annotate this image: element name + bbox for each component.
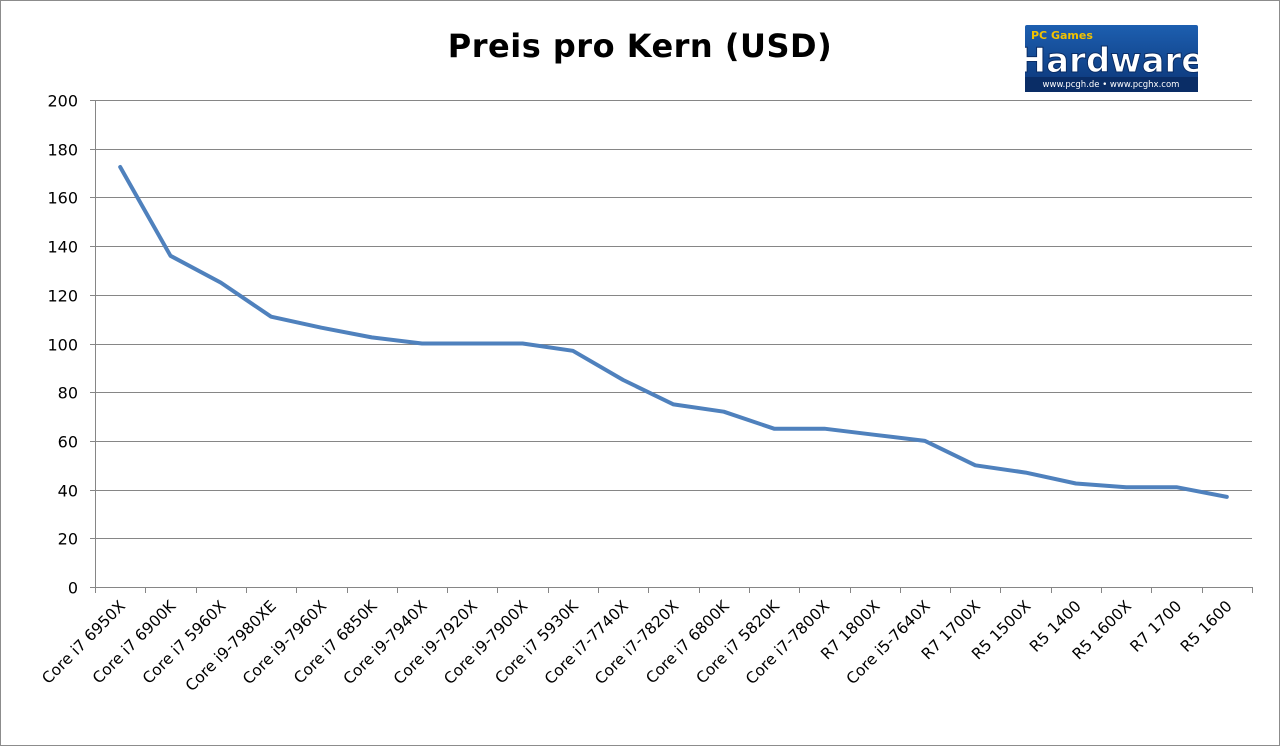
data-point [973,463,977,467]
data-point [118,165,122,169]
y-tick-label: 160 [47,189,78,208]
y-tick-label: 200 [47,92,78,111]
y-tick-label: 40 [58,482,78,501]
pcgh-logo-graphic: PC Games Hardware www.pcgh.de • www.pcgh… [1017,25,1205,92]
y-tick-label: 120 [47,287,78,306]
data-point [873,433,877,437]
x-category-label: R7 1700 [1127,597,1186,656]
data-point [319,326,323,330]
logo-tag: PC Games [1031,29,1093,42]
data-point [1175,485,1179,489]
data-point [219,281,223,285]
data-point [1024,471,1028,475]
y-tick-label: 0 [68,579,78,598]
x-category-label: Core i9-7980XE [182,597,280,695]
x-category-label: Core i7 6950X [38,597,129,688]
y-tick-label: 60 [58,433,78,452]
data-point [822,427,826,431]
series-line [118,165,1229,499]
data-point [772,427,776,431]
y-tick-label: 140 [47,238,78,257]
data-point [168,254,172,258]
data-point [621,378,625,382]
data-point [1124,485,1128,489]
data-point [722,410,726,414]
y-tick-label: 100 [47,336,78,355]
pcgh-logo: PC Games Hardware www.pcgh.de • www.pcgh… [1017,25,1205,92]
data-point [571,349,575,353]
y-tick-label: 80 [58,384,78,403]
logo-url: www.pcgh.de • www.pcghx.com [1043,80,1180,90]
data-point [1074,482,1078,486]
y-tick-label: 180 [47,141,78,160]
data-point [470,342,474,346]
logo-name: Hardware [1025,41,1198,81]
y-tick-label: 20 [58,530,78,549]
data-point [420,342,424,346]
data-point [1225,495,1229,499]
data-point [672,402,676,406]
data-point [370,335,374,339]
data-point [521,342,525,346]
data-point [269,315,273,319]
chart-title: Preis pro Kern (USD) [447,27,833,65]
data-point [923,439,927,443]
x-category-label: R5 1600 [1177,597,1236,656]
